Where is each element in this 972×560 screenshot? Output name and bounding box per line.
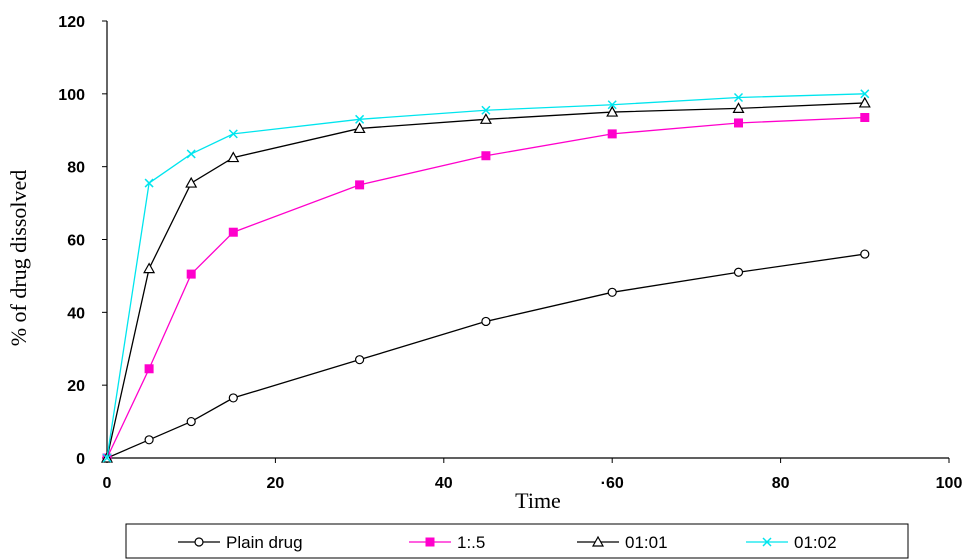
legend-label: 1:.5 bbox=[457, 533, 485, 552]
series-3 bbox=[102, 89, 870, 463]
data-point bbox=[733, 92, 744, 103]
data-point bbox=[144, 364, 154, 374]
series-1 bbox=[102, 113, 870, 463]
data-point bbox=[228, 393, 238, 403]
legend-marker bbox=[591, 535, 605, 547]
y-tick-label: 40 bbox=[67, 305, 85, 322]
x-tick-label: ·60 bbox=[601, 475, 624, 492]
y-tick-label: 60 bbox=[67, 233, 85, 250]
series-line bbox=[106, 93, 865, 459]
data-point bbox=[353, 122, 366, 134]
x-tick-label: 20 bbox=[267, 475, 285, 492]
series-line bbox=[106, 253, 865, 459]
data-point bbox=[186, 269, 196, 279]
legend-item: 01:01 bbox=[577, 533, 668, 552]
legend-marker bbox=[425, 537, 435, 547]
data-point bbox=[860, 113, 870, 123]
data-point bbox=[186, 416, 196, 427]
legend-item: 01:02 bbox=[746, 533, 837, 552]
series-line bbox=[106, 116, 865, 459]
legend-box bbox=[125, 523, 909, 559]
y-tick-label: 0 bbox=[76, 451, 85, 468]
data-point bbox=[481, 105, 491, 115]
y-tick-label: 100 bbox=[58, 87, 85, 104]
data-point bbox=[227, 151, 240, 163]
data-point bbox=[355, 355, 365, 365]
legend-marker bbox=[762, 537, 772, 547]
data-point bbox=[144, 178, 154, 188]
data-point bbox=[144, 435, 154, 445]
series-group bbox=[100, 89, 871, 463]
data-point bbox=[858, 96, 871, 108]
data-point bbox=[481, 151, 491, 161]
data-point bbox=[228, 227, 238, 237]
data-point bbox=[186, 149, 196, 159]
data-point bbox=[481, 316, 491, 327]
data-point bbox=[143, 262, 156, 274]
y-tick-label: 120 bbox=[58, 14, 85, 31]
y-tick-label: 80 bbox=[67, 160, 85, 177]
legend-label: 01:01 bbox=[625, 533, 668, 552]
data-point bbox=[860, 89, 870, 99]
legend: Plain drug 1:.5 01:01 01:02 bbox=[125, 523, 909, 559]
x-axis-label: Time bbox=[515, 488, 561, 513]
data-point bbox=[732, 102, 745, 114]
data-point bbox=[355, 180, 365, 190]
series-0 bbox=[102, 249, 870, 463]
data-point bbox=[607, 129, 617, 139]
data-point bbox=[607, 287, 617, 297]
data-point bbox=[860, 249, 870, 259]
legend-label: 01:02 bbox=[794, 533, 837, 552]
x-tick-label: 80 bbox=[772, 475, 790, 492]
data-point bbox=[102, 453, 112, 463]
data-point bbox=[479, 113, 492, 124]
y-axis-label: % of drug dissolved bbox=[6, 170, 31, 347]
axes bbox=[102, 20, 950, 463]
x-tick-label: 40 bbox=[435, 475, 453, 492]
tick-labels: 0 20 40 ·60 80 100 0 20 40 60 80 100 120 bbox=[58, 14, 962, 492]
x-tick-label: 0 bbox=[103, 475, 112, 492]
x-tick-label: 100 bbox=[936, 475, 963, 492]
data-point bbox=[607, 100, 617, 110]
legend-item: Plain drug bbox=[178, 533, 303, 552]
legend-marker bbox=[194, 537, 204, 547]
y-tick-label: 20 bbox=[67, 378, 85, 395]
legend-label: Plain drug bbox=[226, 533, 303, 552]
data-point bbox=[228, 129, 238, 139]
data-point bbox=[355, 114, 365, 124]
series-2 bbox=[100, 96, 871, 463]
data-point bbox=[734, 118, 743, 128]
legend-item: 1:.5 bbox=[409, 533, 485, 552]
data-point bbox=[185, 176, 198, 188]
data-point bbox=[606, 105, 619, 117]
data-point bbox=[733, 267, 744, 277]
